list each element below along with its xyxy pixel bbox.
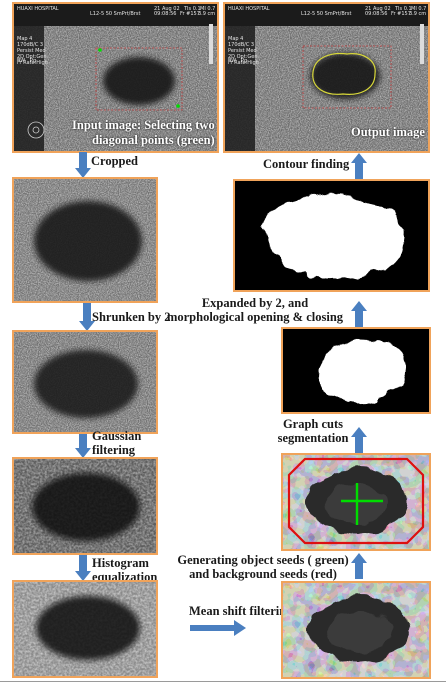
gaussian-image-panel — [12, 457, 158, 555]
arrow-right-icon — [190, 620, 246, 636]
graph-cuts-mask — [283, 329, 429, 412]
crop-box — [95, 47, 183, 111]
step-expanded-line1: Expanded by 2, and — [201, 296, 309, 310]
step-mean-shift-label: Mean shift filtering — [189, 604, 293, 618]
frame-label: Fr #157 — [180, 11, 200, 17]
bw-label: BW — [228, 58, 237, 64]
frame-label: Fr #157 — [391, 11, 411, 17]
probe-label: L12-5 50 SmPrt/Brst — [90, 11, 141, 17]
step-graph-cuts-line2: segmentation — [277, 431, 349, 445]
cropped-image-panel — [12, 177, 158, 303]
output-image-panel: HUAXI HOSPITAL L12-5 50 SmPrt/Brst 21 Au… — [223, 2, 430, 153]
bottom-divider — [0, 681, 446, 682]
step-gaussian-line1: Gaussian — [92, 429, 142, 443]
time-label: 09:08:56 — [154, 11, 177, 17]
pg-label: Pg — [241, 58, 248, 64]
step-histogram-line1: Histogram — [92, 556, 149, 570]
expanded-image-panel — [233, 179, 430, 292]
cropped-image — [14, 179, 156, 301]
seeds-image-panel — [281, 453, 431, 551]
tis-label: TIs 0.1 — [395, 6, 412, 12]
mi-label: MI 0.7 — [411, 6, 427, 12]
time-label: 09:08:56 — [365, 11, 388, 17]
side-info: Map 4 170dB/C 3 Persist Med 2D Opt:Gen Fr Ra… — [228, 36, 259, 66]
step-graph-cuts-line1: Graph cuts — [282, 417, 344, 431]
input-image-panel: HUAXI HOSPITAL L12-5 50 SmPrt/Brst 21 Au… — [12, 2, 219, 153]
expanded-mask — [235, 181, 428, 290]
tis-label: TIs 0.1 — [184, 6, 201, 12]
step-shrunken-label: Shrunken by 2 — [92, 310, 171, 324]
input-ultrasound-image — [14, 4, 217, 151]
mean-shift-image — [283, 583, 429, 677]
step-contour-label: Contour finding — [263, 157, 350, 171]
side-info: Map 4 170dB/C 3 Persist Med 2D Opt:Gen Fr Ra… — [17, 36, 48, 66]
depth-label: 3.9 cm — [409, 11, 427, 17]
step-seeds-line1: Generating object seeds ( green) — [177, 553, 349, 567]
diagonal-point-green — [98, 48, 102, 52]
background-seeds-red — [287, 457, 425, 545]
mean-shift-image-panel — [281, 581, 431, 679]
arrow-down-icon — [75, 434, 91, 458]
arrow-down-icon — [75, 152, 91, 178]
output-ultrasound-image — [225, 4, 428, 151]
input-caption-line1: Input image: Selecting two — [72, 118, 215, 132]
arrow-down-icon — [79, 303, 95, 331]
bw-label: BW — [17, 58, 26, 64]
histogram-image — [14, 582, 156, 676]
hospital-label: HUAXI HOSPITAL — [228, 6, 270, 12]
step-cropped-label: Cropped — [91, 154, 139, 168]
shrunken-image — [14, 332, 156, 432]
graph-cuts-image-panel — [281, 327, 431, 414]
output-caption: Output image — [351, 125, 425, 139]
gaussian-image — [14, 459, 156, 553]
input-caption-line2: diagonal points (green) — [92, 133, 215, 147]
depth-label: 3.9 cm — [198, 11, 216, 17]
contour-outline — [312, 52, 376, 95]
date-label: 21 Aug 02 — [154, 6, 180, 12]
arrow-up-icon — [351, 153, 367, 179]
mi-label: MI 0.7 — [200, 6, 216, 12]
seeds-image — [283, 455, 429, 549]
date-label: 21 Aug 02 — [365, 6, 391, 12]
probe-label: L12-5 50 SmPrt/Brst — [301, 11, 352, 17]
step-seeds-line2: and background seeds (red) — [189, 567, 337, 581]
arrow-up-icon — [351, 553, 367, 579]
arrow-up-icon — [351, 301, 367, 327]
step-gaussian-line2: filtering — [92, 443, 136, 457]
arrow-down-icon — [75, 555, 91, 581]
hospital-label: HUAXI HOSPITAL — [17, 6, 59, 12]
pg-label: Pg — [30, 58, 37, 64]
step-expanded-line2: morphological opening & closing — [166, 310, 344, 324]
arrow-up-icon — [351, 427, 367, 453]
diagonal-point-green — [176, 104, 180, 108]
shrunken-image-panel — [12, 330, 158, 434]
histogram-image-panel — [12, 580, 158, 678]
body-marker-icon — [27, 121, 45, 139]
